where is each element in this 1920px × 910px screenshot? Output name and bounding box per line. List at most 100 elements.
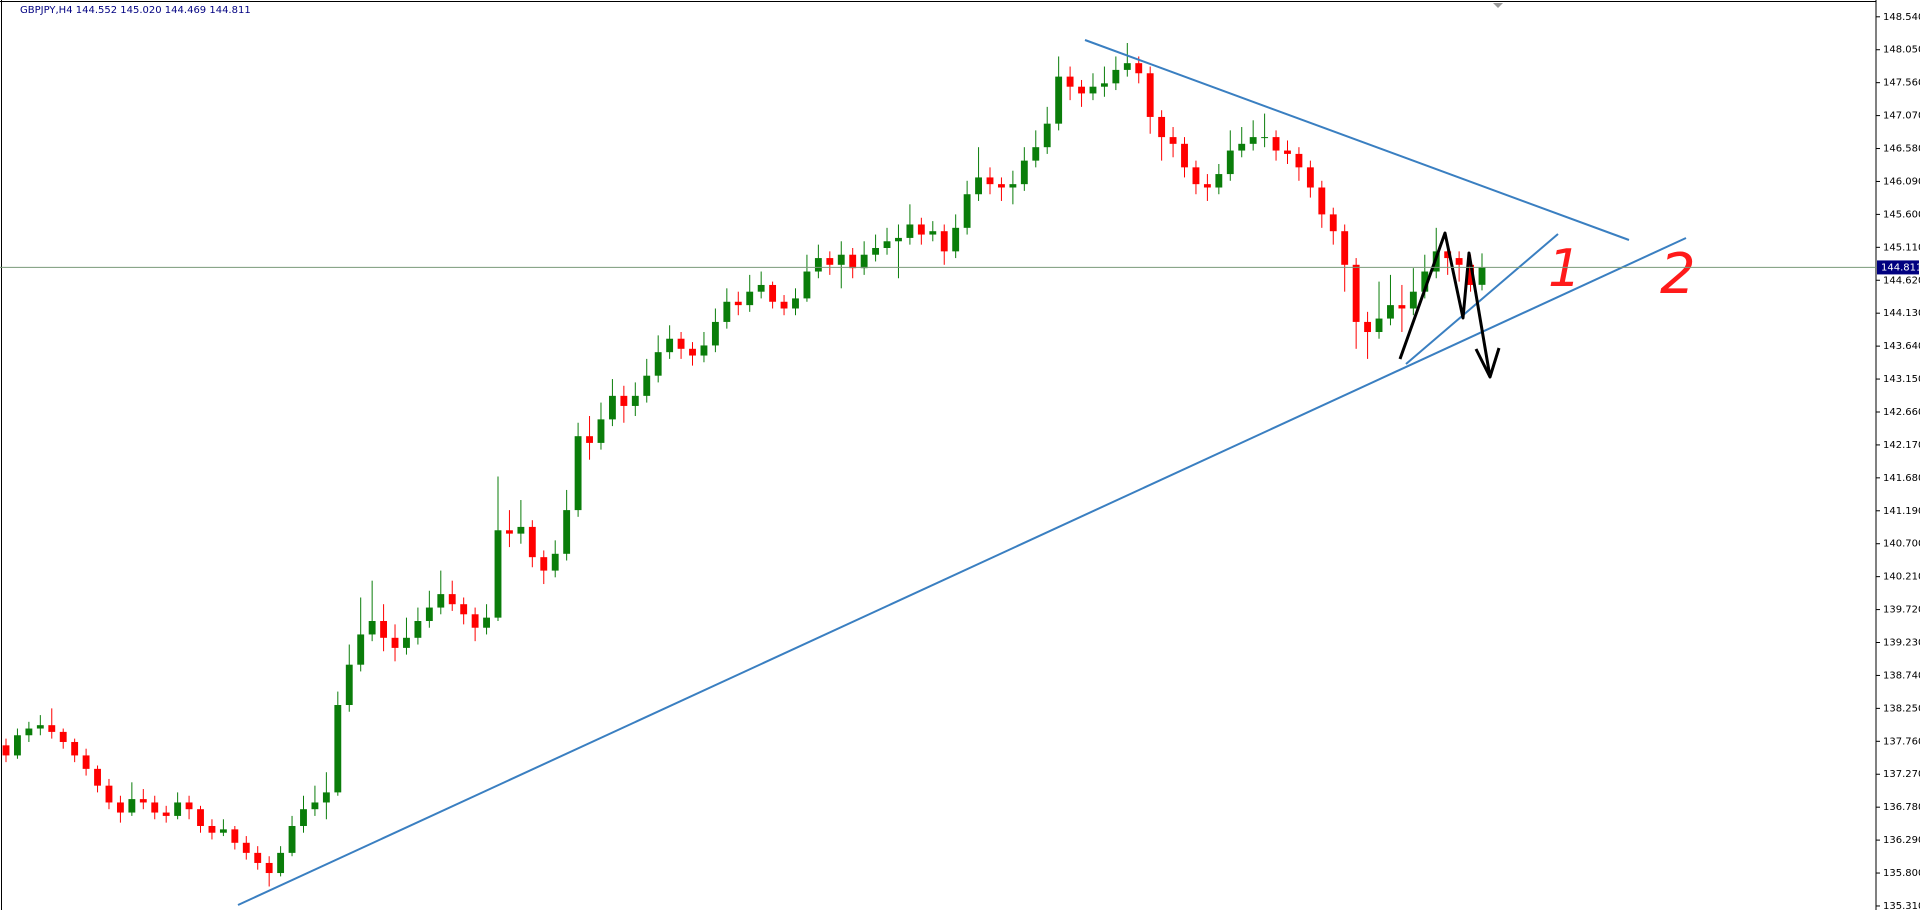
candle-body	[1318, 187, 1326, 215]
y-tick-label: 135.800	[1883, 868, 1920, 879]
candle-body	[1387, 305, 1394, 319]
candle-body	[197, 809, 204, 826]
candle-body	[59, 731, 67, 742]
candle-body	[506, 530, 513, 534]
y-tick-label: 141.190	[1883, 506, 1920, 517]
candle-body	[563, 510, 571, 554]
candle-body	[1478, 267, 1486, 285]
candle-body	[1032, 147, 1040, 161]
candle-body	[608, 395, 616, 420]
y-tick-label: 137.270	[1883, 769, 1920, 780]
candle-body	[48, 725, 56, 732]
candle-body	[528, 526, 536, 558]
candle-body	[1203, 184, 1211, 188]
candle-body	[357, 634, 365, 665]
candle-body	[1192, 167, 1200, 185]
trendline	[1084, 39, 1630, 241]
candle-body	[471, 614, 479, 628]
candle-body	[2, 745, 10, 756]
candle-body	[1329, 214, 1337, 232]
candle-body	[906, 224, 914, 238]
candle-body	[826, 258, 834, 265]
candle-body	[151, 802, 159, 813]
candle-body	[1341, 231, 1349, 265]
y-tick-label: 139.720	[1883, 605, 1920, 616]
candle-body	[1409, 291, 1417, 309]
candle-body	[666, 338, 674, 353]
candle-body	[231, 829, 239, 843]
candle-body	[311, 802, 319, 810]
candle-body	[620, 395, 628, 406]
candle-body	[334, 705, 342, 793]
candle-body	[219, 829, 227, 833]
candle-body	[82, 755, 90, 769]
y-tick-label: 145.110	[1883, 242, 1920, 253]
y-tick-label: 148.540	[1883, 12, 1920, 23]
candle-body	[1089, 86, 1097, 94]
candle-body	[803, 271, 811, 299]
y-tick-label: 148.050	[1883, 45, 1920, 56]
candle-body	[711, 321, 719, 346]
candle-body	[94, 768, 101, 786]
annotation: 1	[1548, 239, 1581, 299]
candle-body	[1078, 86, 1085, 94]
candle-body	[71, 741, 79, 756]
candle-body	[1169, 137, 1177, 144]
candle-body	[757, 284, 765, 292]
projection-arrow	[1398, 231, 1492, 378]
candle-body	[998, 184, 1005, 188]
candle-body	[391, 637, 399, 648]
candle-body	[162, 812, 170, 816]
candle-body	[1306, 167, 1314, 188]
candle-body	[551, 553, 559, 571]
candle-body	[1421, 271, 1429, 292]
candle-body	[700, 345, 708, 356]
candle-body	[1249, 137, 1257, 144]
y-tick-label: 136.290	[1883, 835, 1920, 846]
candle-body	[1043, 123, 1051, 148]
candle-body	[1100, 83, 1108, 87]
candle-body	[483, 617, 490, 628]
y-tick-label: 147.560	[1883, 78, 1920, 89]
y-tick-label: 144.620	[1883, 275, 1920, 286]
candle-body	[208, 825, 216, 833]
y-tick-label: 138.740	[1883, 670, 1920, 681]
candle-body	[254, 852, 262, 863]
candle-body	[929, 231, 937, 235]
candle-body	[1146, 73, 1154, 117]
candle-body	[1238, 143, 1246, 151]
candle-body	[1112, 69, 1120, 84]
candle-body	[14, 735, 21, 756]
candle-body	[677, 338, 685, 349]
candle-body	[586, 436, 593, 443]
candle-body	[494, 530, 502, 618]
candle-body	[380, 621, 388, 638]
y-tick-label: 143.640	[1883, 341, 1920, 352]
candle-body	[460, 604, 468, 615]
candle-body	[300, 809, 307, 826]
candle-body	[940, 231, 948, 252]
candle-body	[1364, 321, 1372, 333]
candle-body	[631, 395, 639, 406]
current-price-box	[1877, 260, 1919, 275]
candle-body	[448, 594, 456, 605]
candle-body	[895, 237, 902, 242]
y-tick-label: 139.230	[1883, 638, 1920, 649]
candle-body	[517, 526, 525, 534]
y-tick-label: 146.090	[1883, 176, 1920, 187]
candle-body	[860, 254, 868, 269]
trendline	[237, 237, 1687, 906]
y-tick-label: 147.070	[1883, 111, 1920, 122]
candle-body	[643, 375, 651, 396]
candle-body	[1295, 153, 1303, 168]
candle-body	[1375, 318, 1383, 333]
candle-body	[1215, 174, 1223, 188]
candle-body	[872, 247, 880, 255]
candle-body	[837, 254, 845, 265]
candle-body	[25, 728, 33, 736]
candle-body	[1181, 143, 1188, 168]
candle-body	[128, 799, 136, 813]
candle-body	[1261, 137, 1269, 139]
